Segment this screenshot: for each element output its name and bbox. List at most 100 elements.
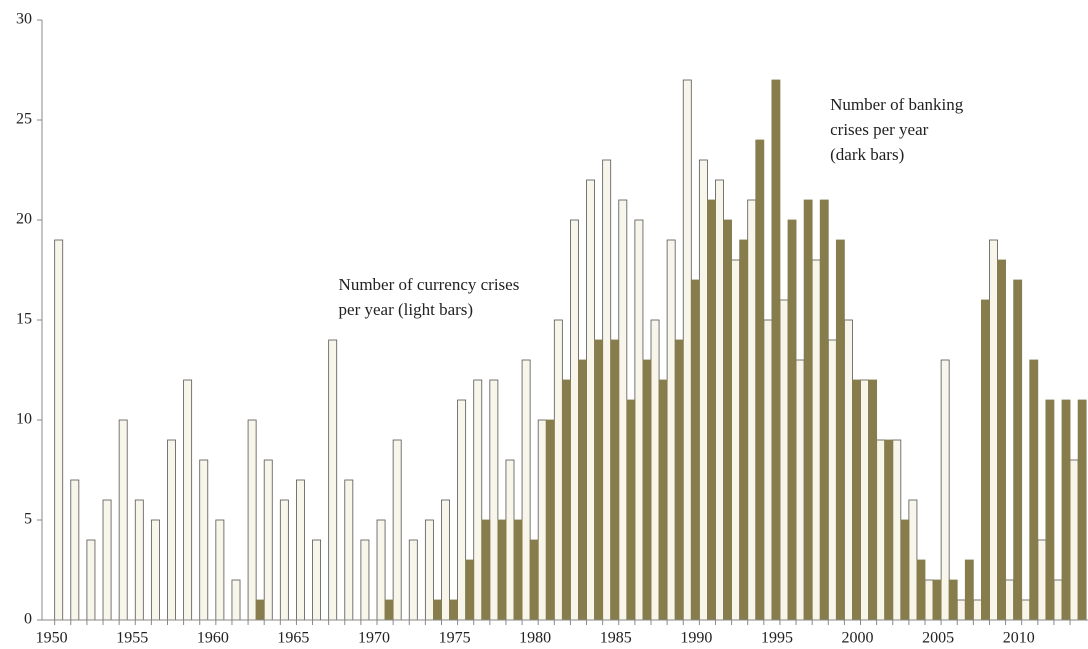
bar [860,379,869,621]
bar [932,579,942,621]
annotation: Number of currency crises [339,275,520,294]
bar [674,339,684,621]
bar [658,379,668,621]
x-tick-label: 1950 [36,630,68,647]
bar [102,499,112,621]
bar [489,379,499,621]
y-tick-label: 30 [16,11,32,28]
x-tick-label: 1955 [116,630,148,647]
bar [215,519,225,621]
bar [723,219,732,621]
bar [1077,399,1087,621]
bar [1045,399,1055,621]
y-tick-label: 25 [16,111,32,128]
bar [682,79,692,621]
bar [827,339,837,621]
x-tick-label: 1980 [519,630,551,647]
bar [997,259,1006,621]
bar [150,519,160,621]
bar [529,539,539,621]
bar [521,359,531,621]
bar [908,499,918,621]
x-tick-label: 1975 [439,630,471,647]
bar [876,439,886,621]
bar [900,519,910,621]
bar [384,599,394,621]
bar [545,419,555,621]
bar [844,319,853,621]
x-tick-label: 2010 [1003,630,1035,647]
bar [803,199,813,621]
bar [610,339,620,621]
bar [626,399,636,621]
bar [578,359,587,621]
annotation: crises per year [830,120,929,139]
bar [1037,539,1047,621]
bar [54,239,64,621]
bar [1061,399,1071,621]
bar [1069,459,1079,621]
bar [618,199,628,621]
annotation: Number of banking [830,95,964,114]
x-tick-label: 2000 [842,630,874,647]
bar [586,179,595,621]
bar [650,319,660,621]
bar [755,139,765,621]
bar [739,239,749,621]
bar [634,219,644,621]
bar [553,319,563,621]
x-tick-label: 1970 [358,630,390,647]
bar [884,439,894,621]
bar [473,379,483,621]
x-tick-label: 1965 [277,630,309,647]
x-tick-label: 1985 [600,630,632,647]
bar [296,479,305,621]
bar [835,239,845,621]
bar [892,439,902,621]
bar [763,319,773,621]
bar [819,199,829,621]
bar [868,379,878,621]
bar [183,379,193,621]
y-tick-label: 5 [24,511,32,528]
bar [956,599,966,621]
bar [948,579,958,621]
bar [408,539,418,621]
bar [537,419,547,621]
bar [787,219,797,621]
bar [940,359,950,621]
bar [666,239,676,621]
bar [360,539,370,621]
bar [70,479,80,621]
bar [779,299,789,621]
bar [247,419,257,621]
bar [167,439,176,621]
bar [795,359,805,621]
bar [771,79,781,621]
x-tick-label: 2005 [922,630,954,647]
bar [328,339,338,621]
bar [707,199,716,621]
x-tick-label: 1990 [680,630,712,647]
bar [690,279,700,621]
bar [465,559,475,621]
bar [505,459,515,621]
bar [570,219,579,621]
bar [989,239,998,621]
bar [602,159,612,621]
bar [86,539,96,621]
annotation: per year (light bars) [339,300,474,319]
bar [118,419,128,621]
x-tick-label: 1995 [761,630,793,647]
bar [497,519,507,621]
bar [513,519,523,621]
bar [1029,359,1039,621]
bar [1053,579,1063,621]
bar [916,559,926,621]
bar [392,439,402,621]
bar [747,199,757,621]
bar [433,599,442,621]
bar [964,559,974,621]
bar [424,519,434,621]
